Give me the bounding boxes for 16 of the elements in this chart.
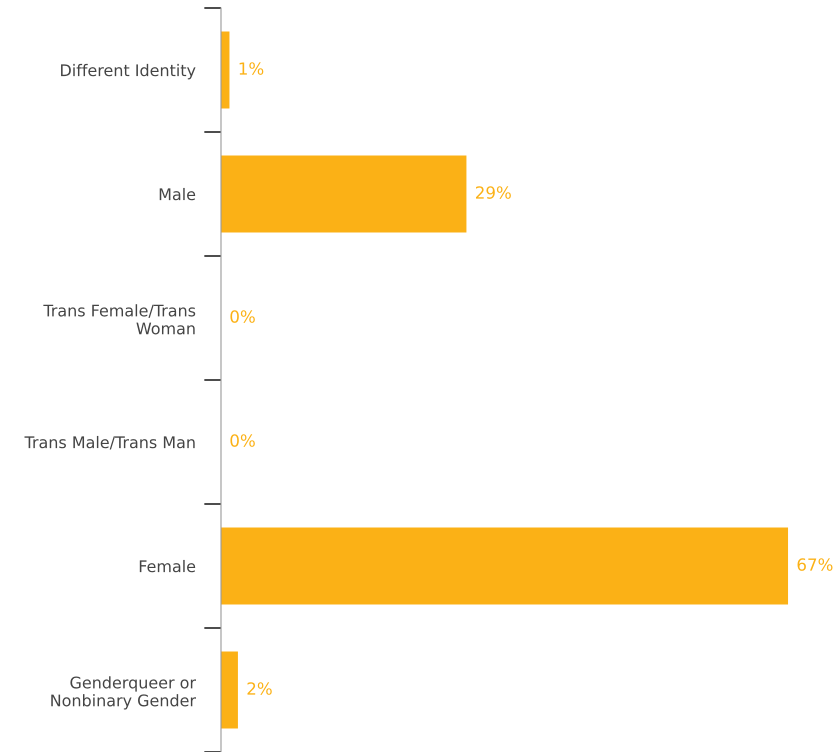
bar — [221, 528, 788, 604]
data-label: 0% — [230, 434, 255, 447]
y-tick-label: Male — [160, 188, 196, 200]
data-label: 2% — [247, 682, 272, 695]
bar — [221, 32, 230, 108]
bar — [221, 652, 238, 728]
data-label: 67% — [798, 558, 832, 571]
y-tick-label: Genderqueer or Nonbinary Gender — [51, 676, 196, 710]
y-tick-label: Different Identity — [61, 64, 196, 80]
data-label: 0% — [230, 310, 255, 323]
data-label: 29% — [476, 186, 511, 199]
y-tick-label: Trans Male/Trans Man — [24, 436, 195, 450]
y-tick-label: Female — [140, 560, 196, 572]
bar — [221, 156, 466, 232]
y-tick-label: Trans Female/Trans Woman — [43, 304, 196, 334]
data-label: 1% — [240, 62, 264, 75]
